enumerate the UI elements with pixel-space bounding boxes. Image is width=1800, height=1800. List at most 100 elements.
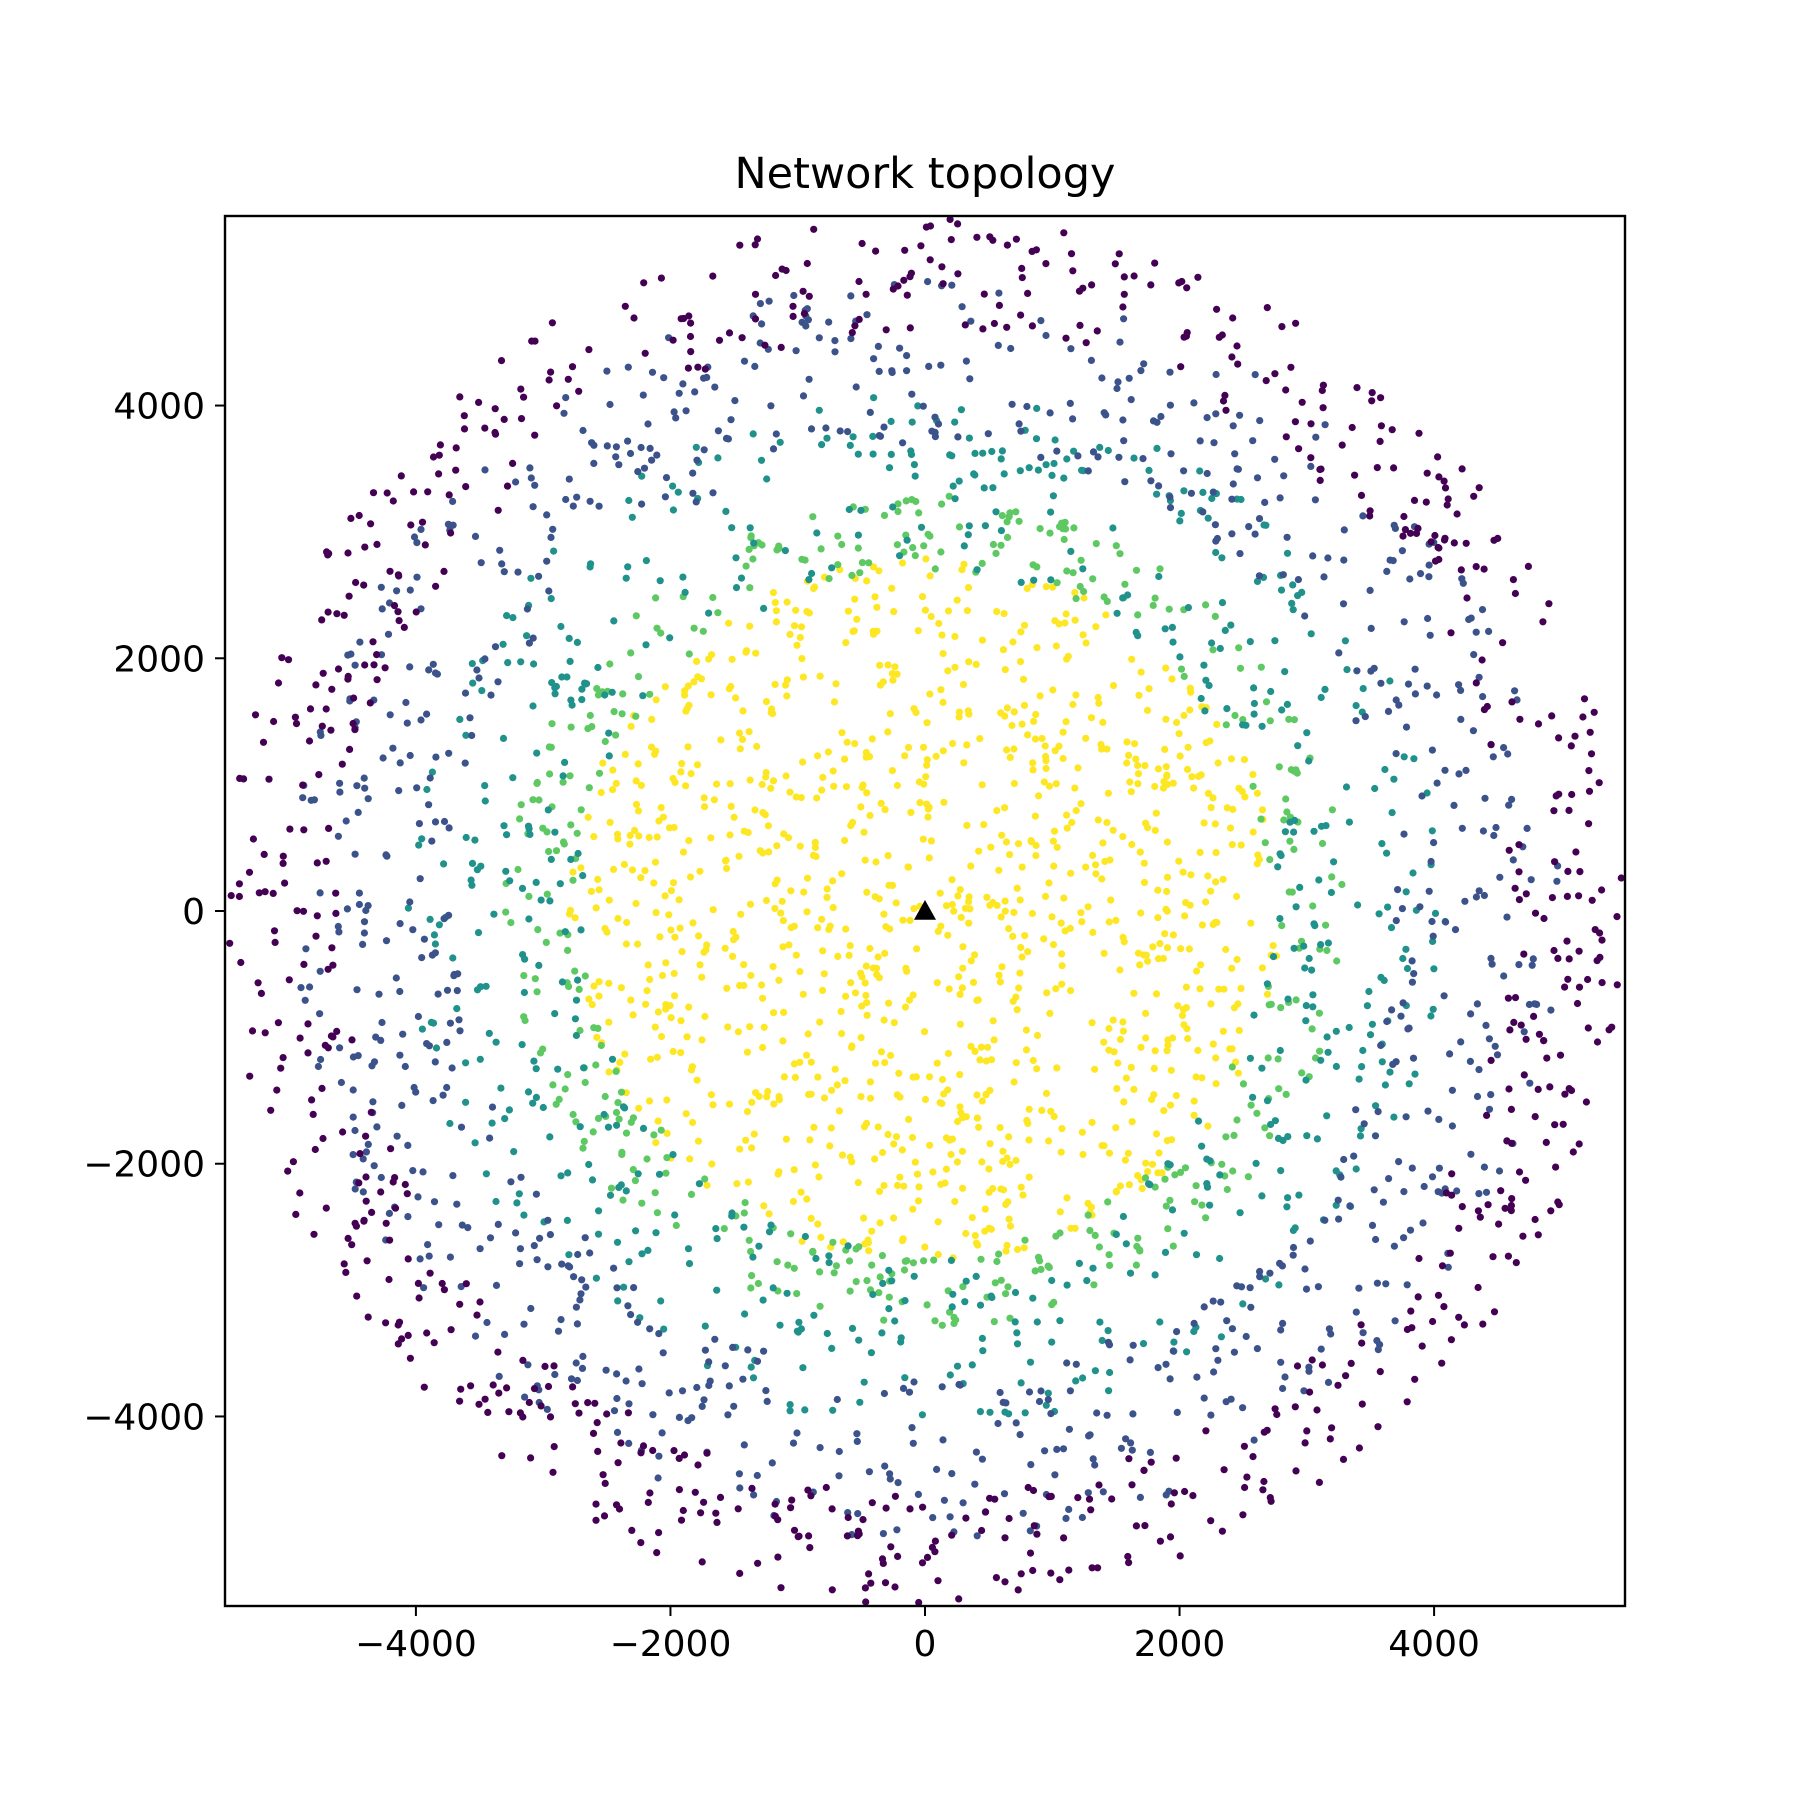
- data-point: [316, 967, 324, 975]
- data-point: [1116, 1035, 1125, 1043]
- data-point: [1233, 1282, 1241, 1290]
- data-point: [685, 1260, 694, 1268]
- data-point: [1316, 1047, 1324, 1055]
- data-point: [1416, 903, 1424, 911]
- data-point: [651, 858, 660, 866]
- data-point: [1207, 1411, 1215, 1419]
- data-point: [532, 878, 540, 887]
- data-point: [745, 728, 753, 736]
- data-point: [481, 797, 489, 805]
- data-point: [770, 1009, 778, 1017]
- data-point: [1006, 1160, 1014, 1169]
- data-point: [684, 1245, 693, 1253]
- data-point: [1266, 717, 1274, 725]
- data-point: [1050, 459, 1058, 468]
- data-point: [682, 1110, 690, 1118]
- data-point: [592, 1274, 601, 1282]
- data-point: [1474, 1283, 1482, 1292]
- data-point: [1530, 1012, 1538, 1021]
- data-point: [876, 661, 884, 669]
- data-point: [997, 709, 1005, 717]
- data-point: [799, 990, 807, 998]
- data-point: [1484, 1201, 1492, 1209]
- data-point: [382, 937, 391, 945]
- data-point: [579, 1144, 587, 1152]
- data-point: [1180, 467, 1188, 475]
- data-point: [925, 854, 933, 862]
- data-point: [793, 1290, 801, 1298]
- data-point: [549, 525, 557, 533]
- data-point: [890, 1214, 898, 1222]
- data-point: [1180, 487, 1188, 495]
- data-point: [828, 564, 836, 572]
- data-point: [1207, 1517, 1215, 1525]
- data-point: [898, 1146, 907, 1154]
- data-point: [475, 398, 483, 406]
- data-point: [1346, 1202, 1354, 1210]
- data-point: [1044, 1396, 1052, 1404]
- data-point: [970, 470, 978, 478]
- data-point: [1137, 668, 1145, 676]
- data-point: [1598, 979, 1606, 987]
- data-point: [1426, 631, 1434, 639]
- data-point: [736, 1484, 744, 1492]
- data-point: [406, 586, 414, 594]
- data-point: [529, 1099, 537, 1107]
- data-point: [477, 559, 485, 567]
- data-point: [1061, 619, 1069, 627]
- data-point: [787, 1504, 795, 1512]
- data-point: [986, 1408, 994, 1416]
- data-point: [334, 832, 342, 840]
- data-point: [1056, 1317, 1064, 1325]
- data-point: [285, 976, 293, 984]
- data-point: [934, 420, 943, 428]
- data-point: [792, 951, 800, 959]
- data-point: [418, 954, 426, 962]
- data-point: [956, 1103, 964, 1111]
- data-point: [1113, 384, 1121, 393]
- data-point: [1150, 1064, 1158, 1072]
- data-point: [1368, 1221, 1377, 1229]
- data-point: [810, 1311, 818, 1319]
- data-point: [1263, 304, 1271, 312]
- data-point: [915, 1598, 923, 1606]
- data-point: [1134, 761, 1142, 770]
- data-point: [608, 688, 616, 696]
- data-point: [981, 522, 990, 530]
- data-point: [369, 489, 378, 497]
- data-point: [394, 608, 402, 616]
- data-point: [1387, 924, 1396, 932]
- data-point: [1034, 466, 1042, 474]
- data-point: [1276, 915, 1284, 923]
- data-point: [783, 676, 791, 684]
- data-point: [564, 1262, 572, 1270]
- data-point: [1016, 969, 1024, 977]
- data-point: [1582, 1098, 1590, 1106]
- data-point: [1416, 570, 1425, 578]
- data-point: [1105, 1024, 1113, 1033]
- data-point: [744, 1346, 752, 1354]
- data-point: [1124, 591, 1132, 599]
- data-point: [865, 559, 873, 567]
- data-point: [517, 415, 526, 423]
- data-point: [1496, 873, 1504, 881]
- data-point: [828, 1505, 836, 1513]
- data-point: [379, 754, 387, 762]
- data-point: [755, 1242, 763, 1250]
- data-point: [1317, 1056, 1325, 1064]
- data-point: [1163, 772, 1171, 780]
- data-point: [939, 650, 947, 658]
- data-point: [811, 838, 819, 847]
- data-point: [572, 1359, 580, 1367]
- data-point: [774, 1553, 782, 1561]
- data-point: [973, 1114, 982, 1122]
- data-point: [495, 1372, 503, 1380]
- data-point: [1099, 718, 1107, 727]
- data-point: [885, 1293, 893, 1301]
- data-point: [1076, 582, 1084, 591]
- data-point: [1262, 698, 1271, 706]
- data-point: [582, 1283, 590, 1291]
- data-point: [856, 1398, 864, 1406]
- data-point: [1047, 1569, 1055, 1577]
- data-point: [880, 910, 888, 918]
